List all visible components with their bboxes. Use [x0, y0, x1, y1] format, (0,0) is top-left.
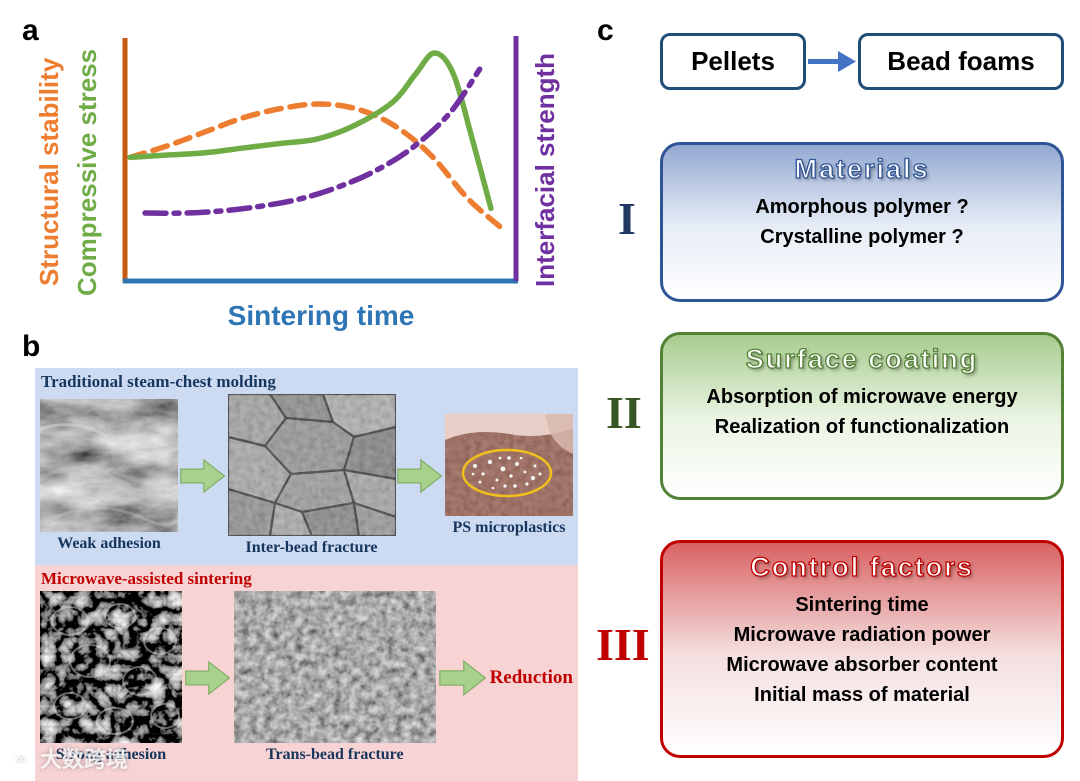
control-factors-line: Sintering time: [795, 594, 929, 616]
curve-interfacial-strength: [142, 66, 483, 216]
bead-foams-box: Bead foams: [858, 33, 1064, 90]
box-title: Control factors: [750, 551, 974, 582]
sem-weak-adhesion-figure: Weak adhesion: [40, 398, 178, 553]
sem-inter-bead-fracture-image: [227, 394, 396, 536]
highlight-ellipse: [461, 448, 553, 498]
sem-strong-adhesion-figure: Strong adhesion: [40, 591, 182, 764]
sem-strong-adhesion-image: [40, 591, 182, 743]
surface-coating-lines: Absorption of microwave energy Realizati…: [706, 382, 1017, 442]
bead-foams-label: Bead foams: [887, 46, 1035, 76]
control-factors-line: Initial mass of material: [754, 684, 970, 706]
box-title: Materials: [794, 153, 930, 184]
arrow-right-icon: [185, 660, 231, 695]
materials-box: Materials Amorphous polymer ? Crystallin…: [660, 142, 1064, 302]
reduction-label: Reduction: [489, 666, 573, 688]
surface-coating-box: Surface coating Absorption of microwave …: [660, 332, 1064, 500]
traditional-molding-section: Traditional steam-chest molding Weak adh…: [35, 368, 578, 565]
microwave-sintering-section: Microwave-assisted sintering Strong adhe…: [35, 565, 578, 781]
numeral-control-factors: III: [596, 619, 650, 670]
control-factors-box: Control factors Sintering time Microwave…: [660, 540, 1064, 758]
pellets-box: Pellets: [660, 33, 806, 90]
surface-coating-line: Absorption of microwave energy: [706, 386, 1018, 408]
materials-line: Crystalline polymer ?: [760, 226, 964, 248]
pellets-label: Pellets: [691, 46, 775, 76]
y-axis-label-interfacial-strength: Interfacial strength: [530, 52, 560, 288]
microwave-sintering-title: Microwave-assisted sintering: [41, 569, 252, 588]
x-axis-label-sintering-time: Sintering time: [227, 300, 415, 331]
arrow-right-icon: [179, 458, 226, 493]
ps-microplastics-photo: [445, 414, 573, 516]
arrow-right-icon: [397, 458, 443, 493]
caption-ps-microplastics: PS microplastics: [452, 519, 566, 536]
control-factors-line: Microwave radiation power: [733, 624, 991, 646]
curve-structural-stability: [127, 101, 509, 235]
numeral-materials: I: [618, 193, 636, 244]
y-axis-label-structural-stability: Structural stability: [34, 57, 64, 287]
watermark-logo-icon: ∞: [8, 745, 34, 771]
panel-a-label: a: [22, 14, 39, 47]
materials-lines: Amorphous polymer ? Crystalline polymer …: [755, 192, 968, 252]
pellets-to-beadfoams-arrow-icon: [808, 51, 856, 72]
caption-trans-bead-fracture: Trans-bead fracture: [265, 746, 404, 763]
control-factors-lines: Sintering time Microwave radiation power…: [726, 590, 997, 710]
materials-line: Amorphous polymer ?: [755, 196, 969, 218]
ps-microplastics-figure: PS microplastics: [445, 414, 573, 537]
sintering-time-chart: [118, 28, 524, 294]
watermark: ∞ 大数跨境: [8, 742, 128, 774]
numeral-surface-coating: II: [606, 387, 642, 438]
box-title: Surface coating: [745, 343, 979, 374]
panel-c-label: c: [597, 14, 614, 47]
y-axis-label-compressive-stress: Compressive stress: [72, 48, 102, 296]
traditional-molding-title: Traditional steam-chest molding: [41, 372, 276, 391]
control-factors-line: Microwave absorber content: [726, 654, 998, 676]
microwave-image-row: Strong adhesion Trans-bead fracture Redu…: [35, 589, 578, 764]
caption-inter-bead-fracture: Inter-bead fracture: [245, 539, 378, 556]
panel-b-label: b: [22, 330, 41, 363]
sem-trans-bead-fracture-image: [233, 591, 436, 743]
curve-compressive-stress: [127, 50, 494, 212]
surface-coating-line: Realization of functionalization: [714, 416, 1010, 438]
arrow-right-icon: [438, 659, 487, 696]
sem-inter-bead-fracture-figure: Inter-bead fracture: [227, 394, 396, 557]
caption-weak-adhesion: Weak adhesion: [57, 534, 161, 552]
sem-weak-adhesion-image: [40, 398, 178, 532]
traditional-image-row: Weak adhesion: [35, 392, 578, 557]
caption-strong-adhesion: Strong adhesion: [55, 746, 167, 763]
watermark-text: 大数跨境: [40, 747, 129, 772]
sem-trans-bead-fracture-figure: Trans-bead fracture: [233, 591, 436, 764]
